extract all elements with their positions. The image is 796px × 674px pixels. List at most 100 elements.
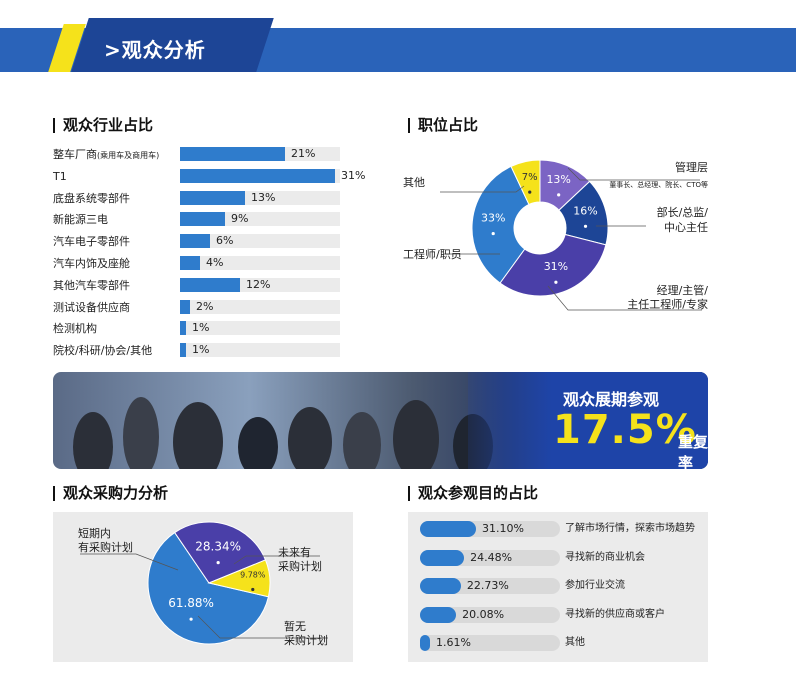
purpose-bar — [420, 635, 430, 651]
buy-label-none-2: 采购计划 — [284, 634, 328, 647]
industry-value: 1% — [192, 343, 210, 357]
purchase-pie-chart: 61.88% 28.34% 9.78% — [147, 521, 271, 645]
purpose-bar-track: 31.10% — [420, 521, 560, 537]
photo-crowd — [123, 397, 159, 469]
industry-bar — [180, 299, 190, 314]
pie-label-dot — [251, 587, 255, 592]
industry-label: 整车厂商(乘用车及商用车) — [53, 147, 159, 164]
pos-label-other: 其他 — [403, 176, 425, 189]
buy-label-future-2: 采购计划 — [278, 560, 322, 573]
industry-row: T1 31% — [53, 168, 365, 185]
industry-bar-track: 13% — [180, 190, 340, 205]
industry-value: 4% — [206, 256, 224, 269]
photo-overlay — [468, 372, 708, 469]
industry-label: 新能源三电 — [53, 212, 108, 228]
photo-crowd — [238, 417, 278, 469]
purpose-value: 31.10% — [482, 522, 524, 535]
industry-value: 21% — [291, 147, 316, 160]
purpose-bar-track: 1.61% — [420, 635, 560, 651]
industry-label-text: 院校/科研/协会/其他 — [53, 344, 153, 358]
pie-label-dot — [528, 190, 532, 194]
industry-label: T1 — [53, 169, 67, 185]
industry-bar-track: 21% — [180, 147, 340, 161]
position-title: 职位占比 — [408, 118, 478, 133]
photo-crowd — [173, 402, 223, 469]
purpose-label: 寻找新的供应商或客户 — [565, 608, 665, 620]
industry-row: 其他汽车零部件 12% — [53, 277, 343, 294]
industry-label-text: 汽车内饰及座舱 — [53, 257, 130, 270]
industry-label-text: 测试设备供应商 — [53, 300, 130, 314]
pos-label-director-1: 部长/总监/ — [656, 206, 708, 219]
buy-label-short-2: 有采购计划 — [78, 541, 133, 554]
industry-value: 12% — [246, 277, 271, 291]
industry-bar-track: 2% — [180, 299, 340, 314]
photo-crowd — [288, 407, 332, 469]
page-title: >观众分析 — [104, 38, 206, 62]
purpose-value: 24.48% — [470, 550, 513, 564]
industry-row: 检测机构 1% — [53, 321, 343, 337]
pie-label-dot — [216, 561, 220, 565]
industry-bar — [180, 168, 335, 183]
pos-label-manager-2: 主任工程师/专家 — [627, 298, 708, 311]
purpose-bar — [420, 578, 461, 594]
industry-label-text: 整车厂商 — [53, 148, 97, 161]
purpose-bar-track: 24.48% — [420, 549, 560, 566]
pie-label-dot — [583, 224, 588, 228]
purpose-bar — [420, 549, 465, 566]
industry-label-text: 其他汽车零部件 — [53, 278, 130, 292]
industry-label: 汽车电子零部件 — [53, 234, 130, 250]
purpose-label: 了解市场行情，探索市场趋势 — [565, 523, 695, 534]
industry-bar-track: 1% — [180, 343, 340, 358]
buy-label-short-1: 短期内 — [78, 527, 111, 540]
industry-bar — [180, 234, 210, 249]
purpose-value: 22.73% — [466, 579, 509, 592]
pie-label-dot — [189, 617, 193, 621]
pos-label-director-2: 中心主任 — [664, 221, 708, 234]
industry-title: 观众行业占比 — [53, 118, 153, 133]
photo-crowd — [73, 412, 113, 469]
purpose-label: 寻找新的商业机会 — [565, 551, 645, 563]
industry-row: 底盘系统零部件 13% — [53, 190, 343, 207]
industry-label-text: 底盘系统零部件 — [53, 191, 130, 205]
purpose-value: 20.08% — [462, 607, 505, 621]
pos-label-manager-1: 经理/主管/ — [656, 284, 708, 297]
industry-row: 整车厂商(乘用车及商用车) 21% — [53, 147, 343, 163]
pie-label: 31% — [544, 260, 568, 273]
industry-label: 测试设备供应商 — [53, 300, 130, 316]
pie-label: 16% — [573, 204, 597, 217]
industry-label: 底盘系统零部件 — [53, 191, 130, 207]
industry-bar — [180, 277, 240, 292]
industry-label: 院校/科研/协会/其他 — [53, 343, 152, 359]
purpose-label: 参加行业交流 — [565, 580, 625, 591]
purpose-bar-track: 20.08% — [420, 606, 560, 623]
purpose-label: 其他 — [565, 637, 585, 648]
pie-label: 33% — [481, 212, 505, 225]
purpose-bar — [420, 606, 457, 623]
pos-label-mgmt: 管理层 — [675, 161, 708, 174]
purpose-bar-track: 22.73% — [420, 578, 560, 594]
industry-row: 汽车内饰及座舱 4% — [53, 256, 343, 272]
industry-bar-track: 12% — [180, 277, 340, 292]
pie-label: 13% — [546, 173, 570, 186]
photo-crowd — [393, 400, 439, 469]
industry-label: 其他汽车零部件 — [53, 278, 130, 294]
repeat-suffix: 重复率 — [678, 433, 708, 469]
purpose-bar — [420, 521, 476, 537]
pie-label-dot — [491, 231, 495, 236]
pie-slice — [499, 233, 607, 297]
industry-bar-track: 1% — [180, 321, 340, 336]
pie-label: 28.34% — [195, 540, 241, 554]
industry-bar-track: 6% — [180, 234, 340, 249]
industry-value: 13% — [251, 190, 276, 204]
industry-row: 汽车电子零部件 6% — [53, 234, 343, 250]
purpose-title: 观众参观目的占比 — [408, 486, 538, 501]
industry-bar-track: 4% — [180, 256, 340, 270]
industry-row: 新能源三电 9% — [53, 212, 343, 228]
pie-slice — [510, 159, 541, 206]
industry-value: 1% — [192, 321, 210, 335]
industry-label: 汽车内饰及座舱 — [53, 256, 130, 272]
industry-bar-track: 31% — [180, 168, 365, 183]
pie-label: 7% — [522, 172, 538, 183]
industry-value: 31% — [341, 168, 366, 182]
industry-value: 6% — [216, 234, 234, 248]
